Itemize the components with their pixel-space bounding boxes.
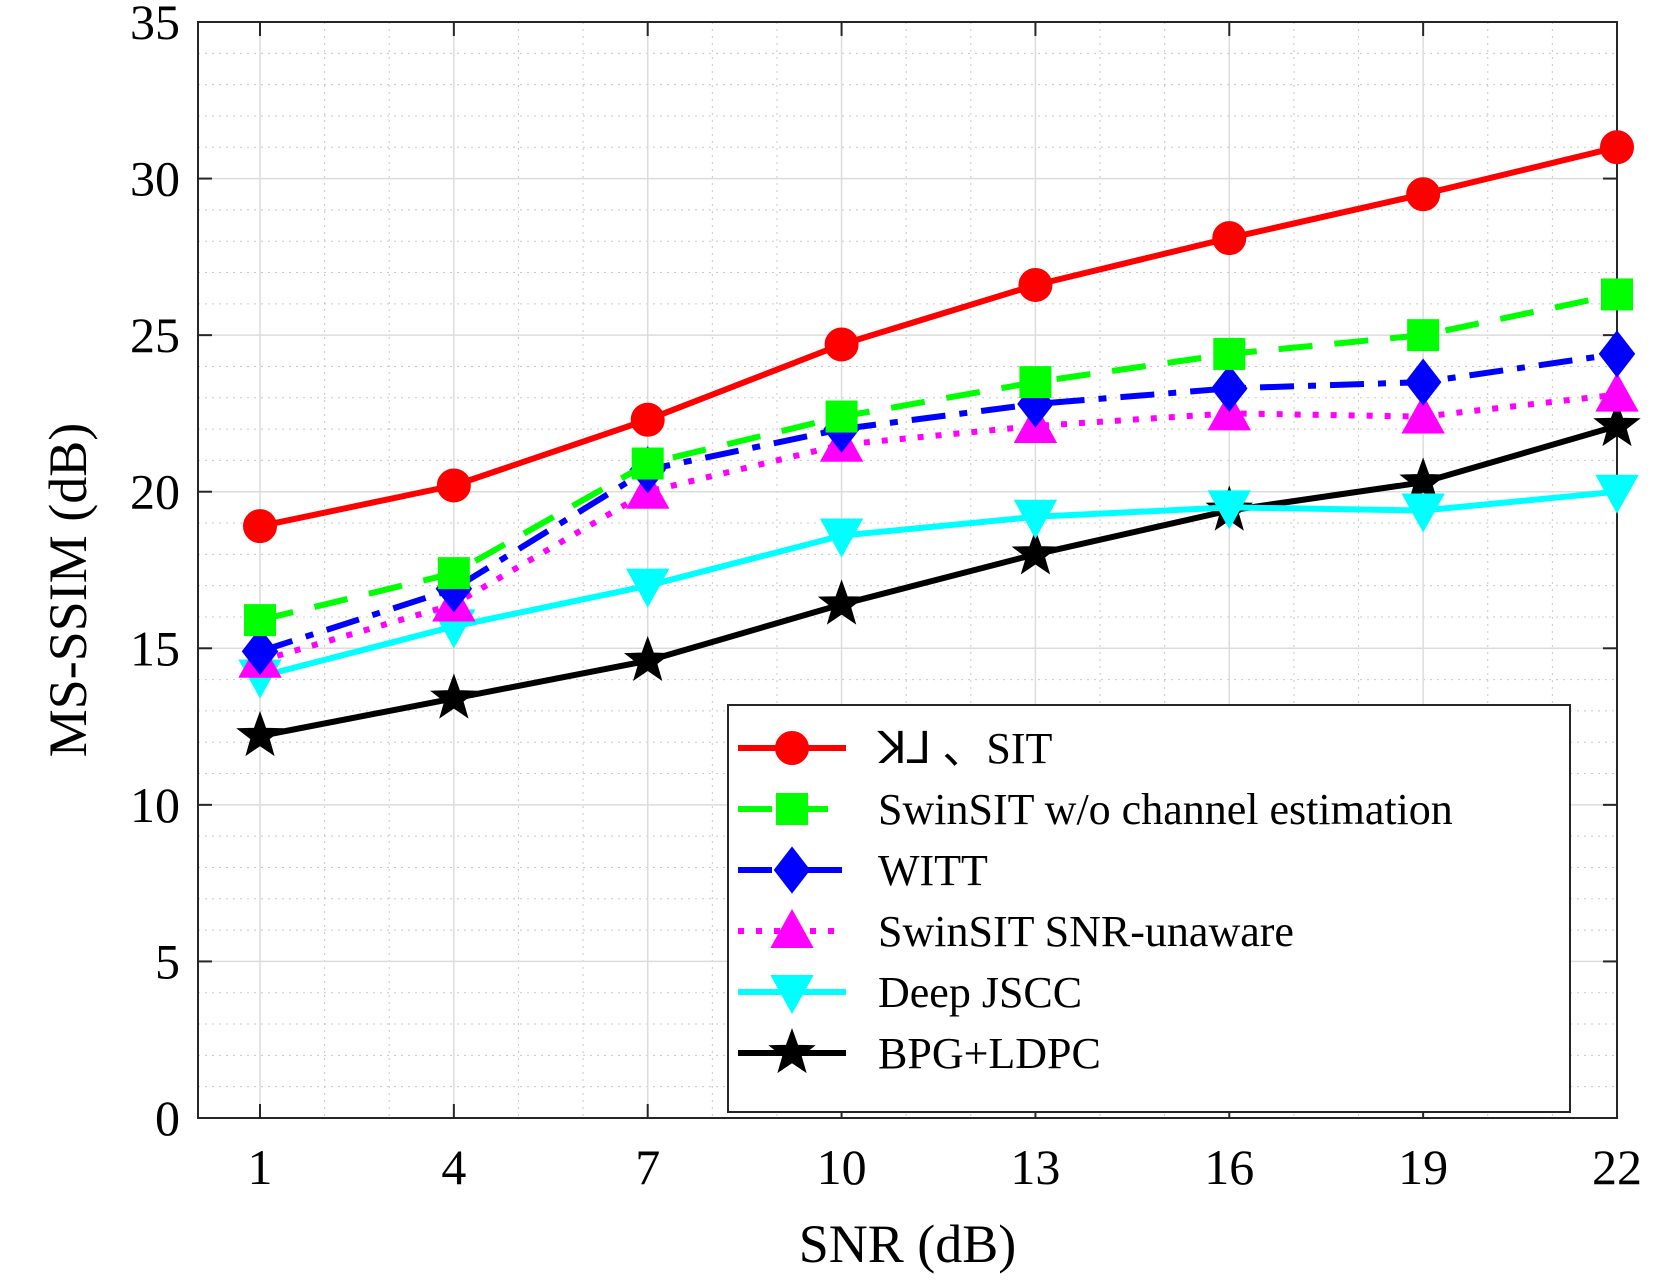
x-tick-labels: 1 4 7 10 13 16 19 22 [248, 1139, 1643, 1195]
legend-marker [770, 975, 814, 1015]
series-0 [243, 130, 1634, 544]
data-point [626, 568, 670, 608]
data-point [1595, 372, 1639, 412]
series-line [259, 291, 1618, 624]
data-point [817, 579, 866, 625]
legend-entry: Deep JSCC [738, 968, 1082, 1017]
legend-entry: SwinSIT w/o channel estimation [738, 785, 1453, 834]
data-point [825, 400, 858, 433]
x-tick-label: 4 [441, 1139, 466, 1195]
data-point [1211, 364, 1248, 413]
data-point [430, 673, 478, 719]
plot-area-border [197, 21, 1618, 1119]
legend-label: WITT [878, 846, 988, 895]
x-tick-label: 1 [248, 1139, 273, 1195]
legend-marker [770, 908, 814, 948]
y-tick-label: 0 [155, 1090, 180, 1146]
data-point [241, 627, 279, 676]
data-point [1019, 366, 1052, 399]
y-axis-label: MS-SSIM (dB) [38, 423, 98, 758]
data-point [1407, 319, 1440, 352]
y-tick-label: 25 [130, 307, 180, 363]
x-tick-label: 13 [1010, 1139, 1060, 1195]
legend-label: Deep JSCC [878, 968, 1082, 1017]
data-point [243, 509, 277, 544]
data-point [824, 327, 859, 362]
data-point [1601, 278, 1633, 311]
data-point [1213, 337, 1246, 370]
x-tick-label: 22 [1592, 1139, 1642, 1195]
y-tick-label: 30 [130, 151, 180, 207]
y-tick-label: 20 [130, 464, 180, 520]
series-line [259, 391, 1618, 664]
data-point [1593, 401, 1641, 447]
legend-label: BPG+LDPC [878, 1029, 1101, 1078]
data-point [1011, 529, 1060, 575]
data-point [1399, 457, 1447, 503]
data-point [1406, 177, 1441, 212]
legend-label: SwinSIT SNR-unaware [878, 907, 1294, 956]
legend: ꓘ⅃ 、SIT SwinSIT w/o channel estimation WIT… [727, 704, 1571, 1113]
legend-marker [768, 1028, 816, 1074]
data-point [436, 468, 471, 503]
y-tick-label: 5 [155, 933, 180, 989]
legend-label: ꓘ⅃ 、SIT [877, 724, 1052, 773]
data-point [236, 711, 284, 757]
data-point [1018, 268, 1053, 303]
x-tick-label: 16 [1204, 1139, 1254, 1195]
data-point [1401, 493, 1445, 533]
series-1 [244, 278, 1633, 637]
legend-label: SwinSIT w/o channel estimation [878, 785, 1453, 834]
legend-marker [773, 846, 811, 894]
legend-box [727, 704, 1571, 1113]
x-tick-label: 19 [1398, 1139, 1448, 1195]
x-tick-label: 7 [635, 1139, 660, 1195]
legend-entry: BPG+LDPC [738, 1028, 1101, 1078]
series-line [259, 423, 1618, 739]
legend-marker [775, 731, 809, 765]
data-point [819, 518, 864, 558]
series-5 [236, 401, 1641, 757]
series-line [259, 350, 1618, 655]
series-line [259, 144, 1618, 530]
series-line [259, 488, 1618, 680]
series-layer [236, 130, 1641, 757]
data-point [1404, 358, 1442, 406]
legend-entry: SwinSIT SNR-unaware [738, 907, 1294, 956]
data-point [244, 604, 276, 637]
data-point [1207, 490, 1251, 530]
legend-entry: WITT [738, 846, 988, 895]
data-point [1595, 474, 1639, 514]
y-tick-label: 15 [130, 620, 180, 676]
data-point [630, 402, 665, 437]
data-point [1401, 394, 1445, 434]
y-tick-label: 35 [130, 0, 180, 50]
y-tick-label: 10 [130, 777, 180, 833]
data-point [1598, 330, 1636, 378]
legend-entry: ꓘ⅃ 、SIT [738, 724, 1052, 773]
x-tick-label: 10 [817, 1139, 867, 1195]
data-point [623, 635, 672, 682]
y-tick-labels: 0 5 10 15 20 25 30 35 [130, 0, 180, 1146]
data-point [1600, 130, 1634, 165]
data-point [1013, 499, 1058, 539]
x-axis-label: SNR (dB) [799, 1214, 1017, 1274]
data-point [1212, 221, 1247, 256]
data-point [631, 447, 664, 480]
legend-marker [776, 793, 808, 825]
data-point [437, 557, 470, 590]
